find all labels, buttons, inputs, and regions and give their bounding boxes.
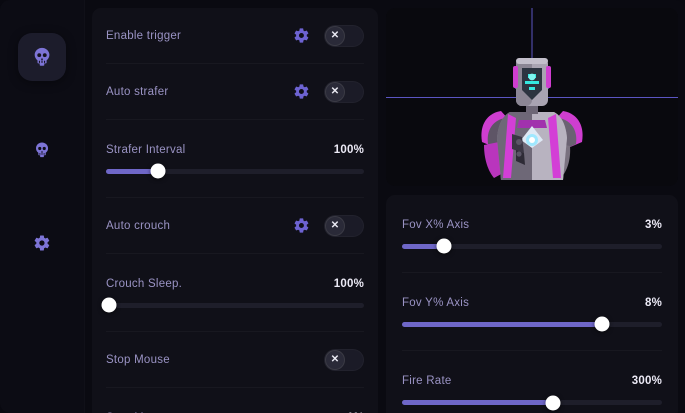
slider-track[interactable] — [402, 395, 662, 410]
setting-row-stop-mouse-value: Stop Mouse. 1% — [106, 388, 364, 413]
row-controls: ✕ — [292, 214, 364, 237]
gear-icon[interactable] — [292, 217, 310, 235]
toggle-knob-close-icon: ✕ — [326, 216, 344, 235]
toggle-switch[interactable]: ✕ — [324, 348, 364, 371]
setting-label: Stop Mouse — [106, 353, 170, 366]
slider-label: Crouch Sleep. — [106, 277, 183, 290]
setting-row-auto-crouch: Auto crouch ✕ — [106, 198, 364, 254]
toggle-knob-close-icon: ✕ — [326, 82, 344, 101]
slider-fill — [402, 400, 553, 405]
slider-value: 8% — [644, 296, 662, 309]
row-controls: ✕ — [292, 80, 364, 103]
main-content: Enable trigger ✕ Auto strafer — [85, 0, 685, 413]
toggle-switch[interactable]: ✕ — [324, 24, 364, 47]
sidebar-item-visuals[interactable] — [18, 126, 66, 174]
setting-label: Auto crouch — [106, 219, 171, 232]
toggle-knob-close-icon: ✕ — [326, 350, 344, 369]
slider-fill — [106, 168, 158, 174]
setting-row-strafer-interval: Strafer Interval 100% — [106, 120, 364, 198]
right-settings-panel: Fov X% Axis 3% Fov Y% Axis 8% — [386, 195, 678, 413]
robot-model — [481, 58, 583, 180]
sidebar — [0, 0, 85, 413]
slider-value: 100% — [333, 143, 364, 156]
slider-thumb[interactable] — [594, 316, 610, 332]
setting-row-crouch-sleep: Crouch Sleep. 100% — [101, 254, 364, 332]
toggle-switch[interactable]: ✕ — [324, 214, 364, 237]
slider-track[interactable] — [106, 163, 364, 179]
slider-header: Strafer Interval 100% — [106, 144, 364, 156]
sidebar-item-settings[interactable] — [18, 219, 66, 267]
setting-label: Enable trigger — [106, 29, 182, 42]
gear-icon[interactable] — [292, 27, 310, 45]
gear-icon[interactable] — [292, 83, 310, 101]
right-column: Fov X% Axis 3% Fov Y% Axis 8% — [386, 8, 678, 413]
slider-fill — [402, 321, 603, 327]
slider-thumb[interactable] — [150, 163, 166, 179]
slider-header: Fire Rate 300% — [402, 375, 662, 387]
slider-label: Fire Rate — [402, 375, 452, 387]
sidebar-item-aimbot[interactable] — [18, 33, 66, 81]
slider-header: Fov Y% Axis 8% — [402, 297, 662, 309]
setting-row-fire-rate: Fire Rate 300% — [402, 351, 662, 413]
slider-value: 3% — [644, 218, 662, 231]
slider-label: Fov X% Axis — [402, 218, 470, 231]
slider-value: 300% — [631, 375, 662, 387]
setting-row-stop-mouse: Stop Mouse ✕ — [106, 332, 364, 388]
slider-header: Fov X% Axis 3% — [402, 219, 662, 231]
slider-thumb[interactable] — [545, 395, 561, 410]
slider-thumb[interactable] — [436, 238, 452, 254]
setting-row-enable-trigger: Enable trigger ✕ — [106, 8, 364, 64]
gear-icon — [33, 234, 51, 252]
target-preview — [386, 8, 678, 186]
toggle-switch[interactable]: ✕ — [324, 80, 364, 103]
slider-header: Crouch Sleep. 100% — [106, 278, 364, 290]
skull-icon — [33, 141, 51, 159]
slider-thumb[interactable] — [101, 297, 117, 313]
slider-fill — [402, 243, 444, 249]
setting-label: Auto strafer — [106, 85, 169, 98]
setting-row-fov-y-axis: Fov Y% Axis 8% — [402, 273, 662, 351]
left-settings-panel: Enable trigger ✕ Auto strafer — [92, 8, 378, 413]
slider-track[interactable] — [402, 238, 662, 254]
row-controls: ✕ — [324, 348, 364, 371]
row-controls: ✕ — [292, 24, 364, 47]
slider-track[interactable] — [101, 297, 364, 313]
slider-value: 100% — [333, 277, 364, 290]
toggle-knob-close-icon: ✕ — [326, 26, 344, 45]
slider-label: Strafer Interval — [106, 143, 186, 156]
setting-row-auto-strafer: Auto strafer ✕ — [106, 64, 364, 120]
skull-icon — [31, 46, 53, 68]
slider-track[interactable] — [402, 316, 662, 332]
slider-label: Fov Y% Axis — [402, 296, 470, 309]
setting-row-fov-x-axis: Fov X% Axis 3% — [402, 195, 662, 273]
